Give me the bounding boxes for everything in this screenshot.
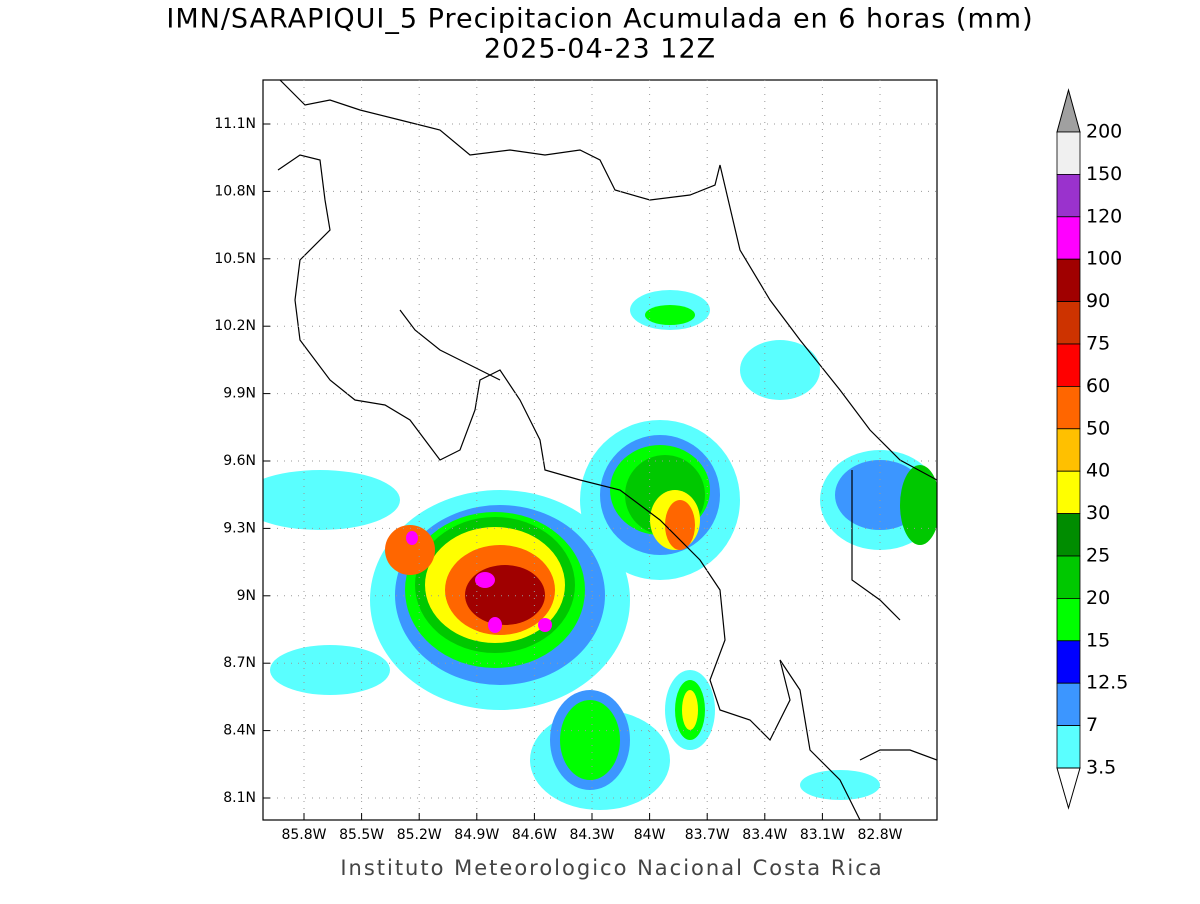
colorbar-label: 150 xyxy=(1086,163,1122,185)
colorbar-label: 30 xyxy=(1086,502,1110,524)
lon-label: 84.9W xyxy=(454,827,499,843)
colorbar-segment xyxy=(1056,343,1081,387)
colorbar-label: 200 xyxy=(1086,121,1122,143)
lat-label: 9N xyxy=(237,588,256,604)
colorbar-segment xyxy=(1056,385,1081,430)
coastline xyxy=(277,80,937,820)
lat-label: 8.7N xyxy=(223,655,256,671)
colorbar-segment xyxy=(1056,513,1081,557)
colorbar-label: 120 xyxy=(1086,205,1122,227)
lat-label: 11.1N xyxy=(214,116,256,132)
map-frame xyxy=(262,79,938,821)
lat-label: 9.9N xyxy=(223,386,256,402)
colorbar-segment xyxy=(1056,301,1081,345)
lat-label: 9.3N xyxy=(223,520,256,536)
lon-label: 85.8W xyxy=(281,827,326,843)
colorbar-segment xyxy=(1056,555,1081,599)
lat-label: 9.6N xyxy=(223,453,256,469)
lon-label: 83.4W xyxy=(742,827,787,843)
colorbar-over xyxy=(1056,88,1081,133)
lat-label: 8.4N xyxy=(223,723,256,739)
colorbar-label: 90 xyxy=(1086,290,1110,312)
colorbar-label: 12.5 xyxy=(1086,672,1128,694)
colorbar-segment xyxy=(1056,682,1081,727)
lon-label: 85.5W xyxy=(339,827,384,843)
lon-label: 83.1W xyxy=(800,827,845,843)
lon-label: 84.3W xyxy=(569,827,614,843)
colorbar-segment xyxy=(1056,598,1081,642)
colorbar-label: 3.5 xyxy=(1086,757,1116,779)
colorbar-segment xyxy=(1056,131,1081,175)
colorbar-label: 100 xyxy=(1086,248,1122,270)
colorbar-label: 20 xyxy=(1086,587,1110,609)
colorbar-segment xyxy=(1056,725,1081,769)
map-area: 11.1N 10.8N 10.5N 10.2N 9.9N 9.6N 9.3N 9N 8.7N 8.… xyxy=(214,79,938,843)
lat-label: 10.5N xyxy=(214,251,256,267)
colorbar-label: 40 xyxy=(1086,460,1110,482)
colorbar-label: 15 xyxy=(1086,629,1110,651)
lat-label: 10.2N xyxy=(214,318,256,334)
colorbar-segment xyxy=(1056,216,1081,260)
colorbar-segment xyxy=(1056,173,1081,218)
lon-label: 85.2W xyxy=(397,827,442,843)
colorbar-segment xyxy=(1056,428,1081,472)
footer: Instituto Meteorologico Nacional Costa R… xyxy=(340,856,883,880)
subtitle: 2025-04-23 12Z xyxy=(484,34,716,65)
colorbar-under xyxy=(1056,767,1081,810)
precipitation xyxy=(263,290,937,810)
colorbar-label: 25 xyxy=(1086,545,1110,567)
colorbar-label: 50 xyxy=(1086,417,1110,439)
colorbar-segment xyxy=(1056,640,1081,684)
colorbar: 200 150 120 100 90 75 60 50 40 30 25 20 15 12.5 7 3.5 xyxy=(1056,88,1128,810)
title: IMN/SARAPIQUI_5 Precipitacion Acumulada … xyxy=(166,4,1033,35)
colorbar-label: 75 xyxy=(1086,333,1110,355)
colorbar-label: 60 xyxy=(1086,375,1110,397)
lon-label: 82.8W xyxy=(857,827,902,843)
colorbar-label: 7 xyxy=(1086,714,1098,736)
lat-label: 8.1N xyxy=(223,790,256,806)
lon-label: 84W xyxy=(634,827,666,843)
lon-label: 83.7W xyxy=(685,827,730,843)
lat-label: 10.8N xyxy=(214,183,256,199)
colorbar-segment xyxy=(1056,470,1081,515)
lon-label: 84.6W xyxy=(512,827,557,843)
colorbar-segment xyxy=(1056,258,1081,303)
